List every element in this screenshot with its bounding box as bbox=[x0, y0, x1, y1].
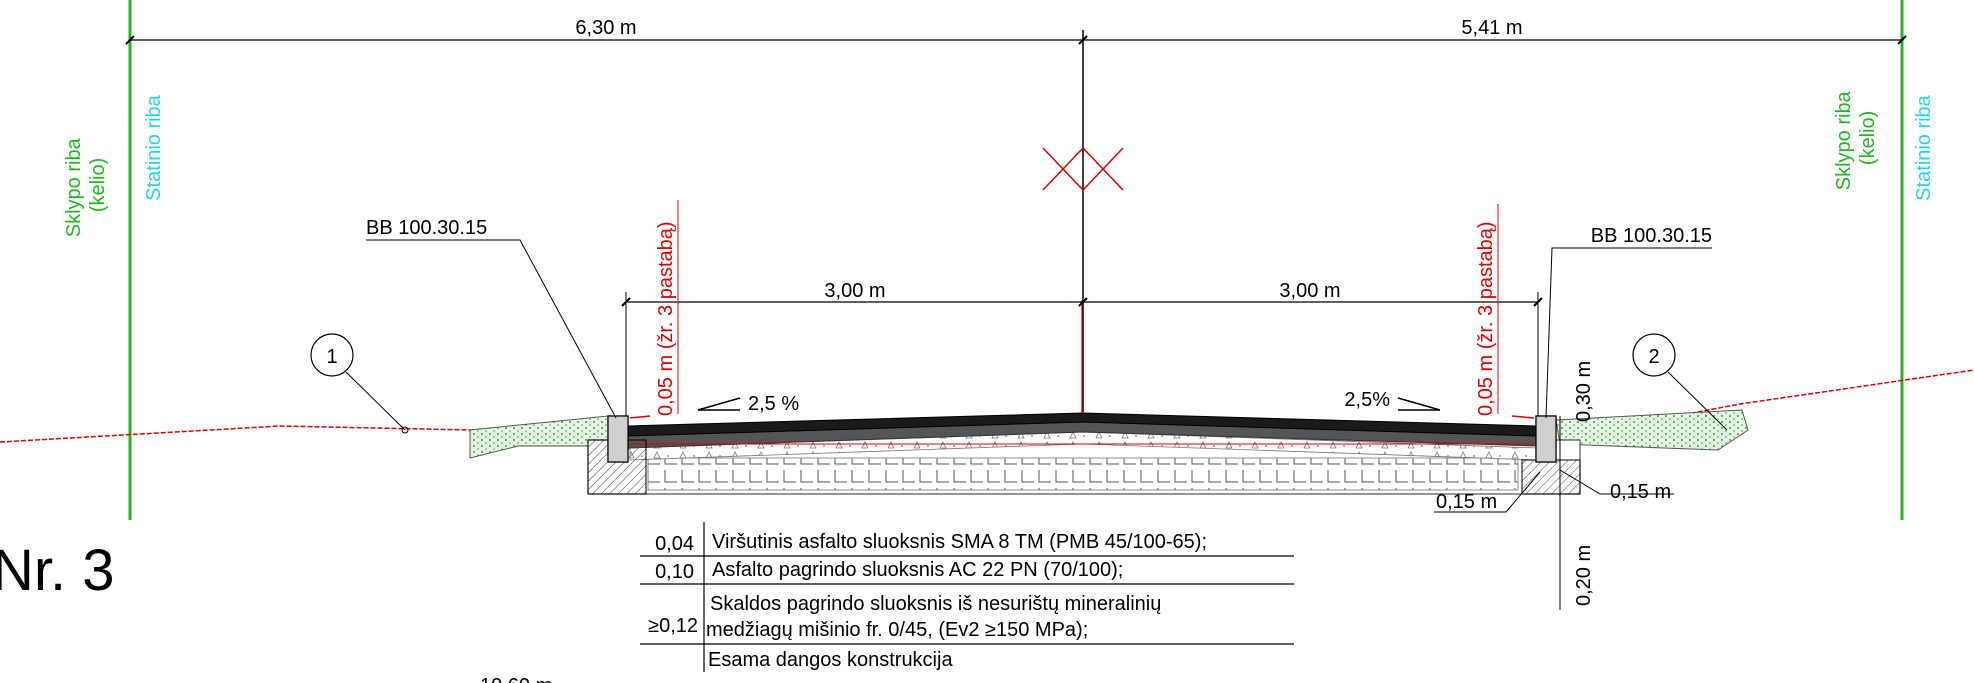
right-lane-dimension: 3,00 m bbox=[1279, 280, 1340, 302]
layer-2-description: Asfalto pagrindo sluoksnis AC 22 PN (70/… bbox=[712, 559, 1123, 581]
curb-height-dimension: 0,30 m bbox=[1573, 361, 1595, 422]
left-red-note: 0,05 m (žr. 3 pastabą) bbox=[655, 221, 677, 416]
foundation-depth-dimension: 0,20 m bbox=[1573, 545, 1595, 606]
right-total-dimension: 5,41 m bbox=[1461, 17, 1522, 39]
left-slope-value: 2,5 % bbox=[748, 393, 799, 415]
centerline-axis-symbol bbox=[1042, 147, 1124, 191]
right-curb-foundation bbox=[1521, 459, 1581, 495]
layer-3-description-line-2: medžiagų mišinio fr. 0/45, (Ev2 ≥150 MPa… bbox=[706, 619, 1088, 641]
layer-4-description: Esama dangos konstrukcija bbox=[708, 649, 953, 671]
layer-1-description: Viršutinis asfalto sluoksnis SMA 8 TM (P… bbox=[712, 531, 1207, 553]
callout-2-circle bbox=[1632, 333, 1676, 377]
right-red-note-tick bbox=[1511, 415, 1535, 419]
existing-ground-line-right bbox=[1559, 369, 1974, 439]
drawing-title: Nr. 3 bbox=[0, 538, 115, 603]
foundation-width-right: 0,15 m bbox=[1610, 481, 1671, 503]
callout-1-leader bbox=[345, 371, 406, 431]
left-shoulder-grass bbox=[469, 415, 613, 459]
callout-2-leader bbox=[1667, 371, 1728, 431]
right-slope-value: 2,5% bbox=[1344, 389, 1390, 411]
existing-ground-line bbox=[0, 425, 621, 443]
layer-1-thickness: 0,04 bbox=[655, 533, 694, 555]
layer-3-description-line-1: Skaldos pagrindo sluoksnis iš nesurištų … bbox=[710, 593, 1161, 615]
right-plot-boundary-label: Sklypo riba (kelio) bbox=[1833, 86, 1879, 191]
left-lane-dimension: 3,00 m bbox=[824, 280, 885, 302]
layer-2-thickness: 0,10 bbox=[655, 561, 694, 583]
left-plot-boundary-label: Sklypo riba (kelio) bbox=[63, 133, 109, 238]
left-total-dimension: 6,30 m bbox=[575, 17, 636, 39]
callout-2-label: 2 bbox=[1648, 346, 1659, 368]
left-red-note-tick bbox=[629, 415, 651, 419]
layer-3-thickness: ≥0,12 bbox=[648, 615, 698, 637]
right-red-note: 0,05 m (žr. 3 pastabą) bbox=[1475, 221, 1497, 416]
ground-point-marker-left bbox=[401, 426, 409, 434]
layers-table bbox=[640, 522, 1294, 672]
right-curb-label: BB 100.30.15 bbox=[1591, 225, 1712, 247]
foundation-width-left: 0,15 m bbox=[1436, 491, 1497, 513]
foundation-brick-layer bbox=[647, 457, 1519, 491]
lane-dimension-line bbox=[621, 292, 1543, 420]
top-dimension-line bbox=[125, 35, 1907, 45]
callout-1-label: 1 bbox=[326, 346, 337, 368]
left-curb-top bbox=[607, 415, 629, 463]
right-curb-leader bbox=[1545, 247, 1712, 419]
left-slope-symbol bbox=[697, 397, 741, 411]
bottom-partial-dimension: 10,60 m bbox=[480, 675, 552, 683]
callout-1-circle bbox=[310, 333, 354, 377]
left-curb-leader bbox=[366, 239, 617, 419]
left-curb-label: BB 100.30.15 bbox=[366, 217, 487, 239]
left-structure-boundary-label: Statinio riba bbox=[143, 94, 165, 200]
right-slope-symbol bbox=[1397, 397, 1441, 411]
foundation-left-dim-leader bbox=[1434, 471, 1541, 513]
right-curb-top bbox=[1535, 415, 1557, 463]
foundation-right-dim-leader bbox=[1559, 469, 1674, 495]
right-structure-boundary-label: Statinio riba bbox=[1913, 94, 1935, 200]
